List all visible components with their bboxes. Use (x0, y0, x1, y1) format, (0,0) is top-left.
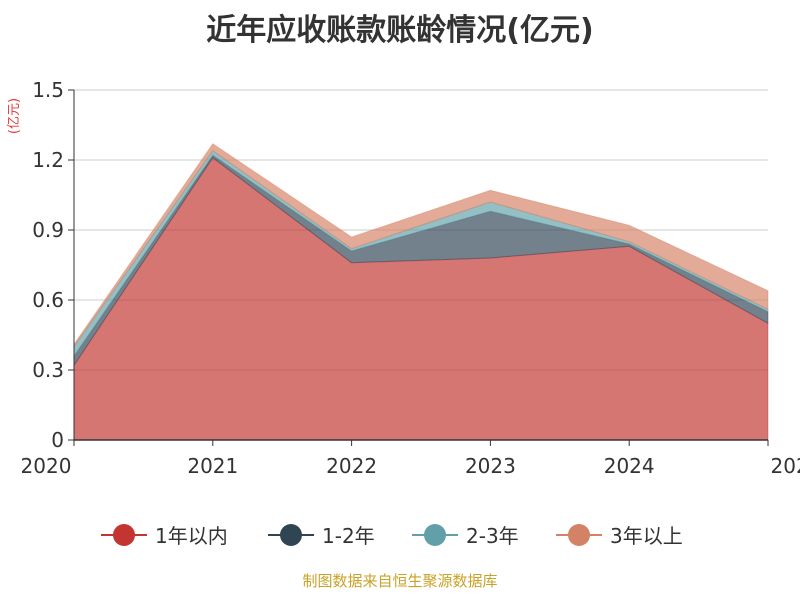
x-tick-label: 2025 (771, 454, 800, 478)
y-tick-label: 1.2 (32, 148, 64, 172)
y-tick-label: 0.6 (32, 288, 64, 312)
legend-marker-4 (568, 524, 590, 546)
legend: 1年以内 1-2年 2-3年 3年以上 (101, 524, 683, 548)
axes: 0 0.3 0.6 0.9 1.2 1.5 2020 2021 2022 2023 2024 2025 (21, 78, 800, 478)
source-note: 制图数据来自恒生聚源数据库 (302, 572, 497, 590)
y-tick-label: 0 (51, 428, 64, 452)
legend-label-1: 1年以内 (155, 524, 228, 548)
x-tick-label: 2022 (326, 454, 377, 478)
x-tick-label: 2023 (465, 454, 516, 478)
legend-label-2: 1-2年 (322, 524, 375, 548)
x-tick-label: 2021 (187, 454, 238, 478)
y-tick-label: 1.5 (32, 78, 64, 102)
x-tick-label: 2024 (604, 454, 655, 478)
legend-label-4: 3年以上 (610, 524, 683, 548)
legend-marker-3 (424, 524, 446, 546)
legend-label-3: 2-3年 (466, 524, 519, 548)
y-tick-label: 0.3 (32, 358, 64, 382)
legend-marker-2 (280, 524, 302, 546)
y-axis-unit-label: (亿元) (7, 98, 22, 134)
chart-title: 近年应收账款账龄情况(亿元) (206, 13, 593, 48)
x-tick-label: 2020 (21, 454, 72, 478)
legend-marker-1 (113, 524, 135, 546)
y-tick-label: 0.9 (32, 218, 64, 242)
area-series (73, 143, 769, 441)
area-series-4 (73, 143, 769, 349)
